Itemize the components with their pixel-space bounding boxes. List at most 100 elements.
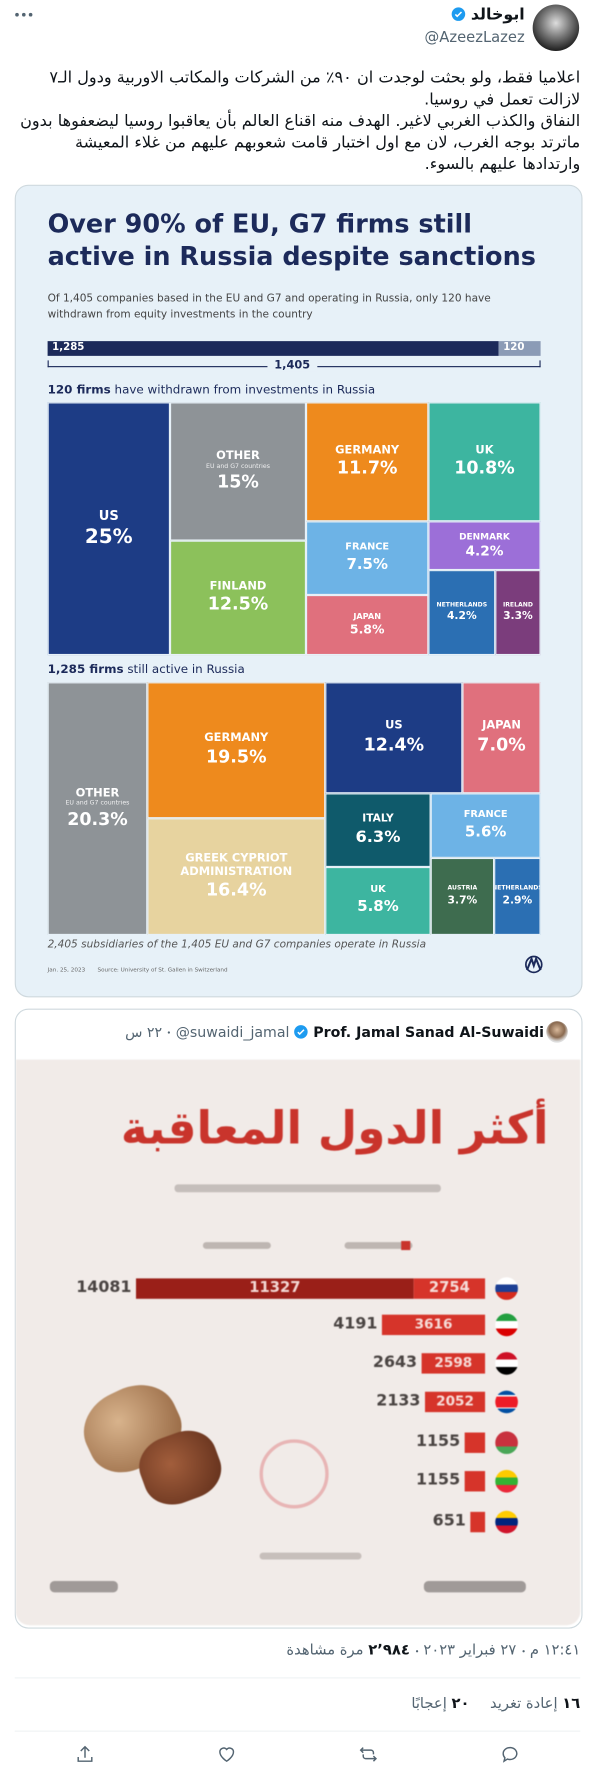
flag [495, 1277, 518, 1300]
likes-label: إعجابًا [411, 1695, 447, 1713]
retweets-count: ١٦ [562, 1695, 581, 1713]
bar-total-label: 1,405 [267, 359, 317, 372]
treemap-cell: OTHER EU and G7 countries 20.3% [47, 682, 148, 935]
flag [495, 1510, 518, 1534]
verified-badge [294, 1025, 309, 1039]
treemap-cell: UK 5.8% [325, 866, 431, 935]
cell-label: NETHERLANDS [436, 601, 488, 609]
cell-value: 7.0% [477, 734, 526, 755]
cell-label: US [385, 720, 403, 733]
heading-bold: 1,285 firms [47, 662, 124, 677]
bar-active-label: 1,285 [52, 342, 85, 354]
segment-label: 11327 [249, 1279, 301, 1297]
tweet-paragraph: اعلاميا فقط، ولو بحثت لوجدت ان ٩٠٪ من ال… [49, 69, 581, 109]
time[interactable]: ١٢:٤١ م [529, 1642, 581, 1660]
quoted-age: ٢٢ س [125, 1023, 163, 1041]
cell-label: FRANCE [463, 809, 508, 821]
cell-value: 5.8% [357, 899, 399, 917]
cell-value: 5.6% [464, 823, 507, 841]
segment-label: 3616 [414, 1315, 453, 1332]
logo-left [49, 1580, 118, 1593]
cell-label: JAPAN [482, 720, 521, 733]
agency-logo [525, 955, 543, 974]
treemap-cell: NETHERLANDS 4.2% [428, 570, 496, 656]
flag [495, 1352, 518, 1375]
treemap-cell: US 25% [47, 402, 170, 656]
cell-value: 3.7% [447, 893, 478, 907]
treemap-cell: JAPAN 7.0% [462, 682, 541, 794]
author-handle[interactable]: @AzeezLazez [424, 29, 525, 47]
quoted-header: ٢٢ س @suwaidi_jamal Prof. Jamal Sanad Al… [125, 1023, 544, 1040]
row-total: 1155 [415, 1471, 461, 1490]
divider [14, 1730, 581, 1732]
date: Jan. 25, 2023 [47, 966, 86, 974]
treemap-cell: FRANCE 5.6% [430, 793, 541, 858]
cell-label: JAPAN [353, 610, 382, 622]
cell-value: 4.2% [446, 609, 477, 623]
flag [495, 1431, 518, 1455]
reply-button[interactable] [500, 1744, 520, 1764]
verified-badge [451, 7, 465, 21]
avatar[interactable] [532, 4, 580, 51]
treemap-cell: GREEK CYPRIOT ADMINISTRATION 16.4% [147, 818, 326, 935]
logo-right [423, 1580, 526, 1593]
flag [495, 1313, 518, 1337]
bar-segment [464, 1471, 486, 1492]
treemap-cell: DENMARK 4.2% [428, 521, 541, 571]
stats: ١٦ إعادة تغريد ٢٠ إعجابًا [411, 1695, 580, 1712]
cell-value: 6.3% [355, 828, 401, 847]
author-name-row: ابوخالد [451, 6, 525, 24]
cell-value: 2.9% [502, 893, 533, 907]
like-button[interactable] [216, 1744, 236, 1764]
cell-value: 7.5% [346, 556, 388, 574]
treemap-cell: JAPAN 5.8% [305, 594, 429, 656]
cell-label: AUSTRIA [447, 885, 478, 893]
separator-dot [415, 1649, 418, 1652]
row-total: 14081 [76, 1278, 132, 1297]
tweet-text: اعلاميا فقط، ولو بحثت لوجدت ان ٩٠٪ من ال… [16, 68, 580, 176]
cell-label: UK [475, 444, 494, 457]
cell-value: 12.4% [363, 734, 425, 755]
legend-swatch [401, 1240, 411, 1251]
cell-label: GERMANY [204, 732, 269, 746]
row-total: 2133 [376, 1391, 421, 1410]
infographic-title: Over 90% of EU, G7 firms still active in… [47, 209, 536, 272]
source: Source: University of St. Gallen in Swit… [97, 966, 228, 974]
cell-value: 5.8% [349, 622, 385, 638]
timestamp: ١٢:٤١ م ٢٧ فبراير ٢٠٢٣ ٢٬٩٨٤ مرة مشاهدة [286, 1642, 580, 1659]
cell-value: 25% [84, 525, 133, 549]
treemap-cell: GERMANY 19.5% [147, 682, 326, 819]
cell-value: 20.3% [67, 808, 128, 830]
cell-label: FINLAND [209, 580, 267, 593]
quoted-tweet[interactable] [14, 1008, 583, 1629]
treemap-cell: ITALY 6.3% [325, 793, 431, 867]
divider [14, 1677, 581, 1679]
cell-label: OTHER [75, 787, 120, 800]
infographic-subtitle: Of 1,405 companies based in the EU and G… [47, 292, 491, 321]
more-button[interactable] [14, 5, 34, 30]
cell-value: 16.4% [206, 879, 267, 901]
retweet-button[interactable] [358, 1744, 378, 1764]
bar-withdrawn [498, 341, 541, 356]
cell-label: GERMANY [335, 444, 400, 457]
flag [495, 1469, 518, 1493]
image-title: أكثر الدول المعاقبة [120, 1102, 549, 1155]
cell-value: 19.5% [206, 746, 267, 768]
likes[interactable]: ٢٠ إعجابًا [411, 1695, 469, 1712]
author-name[interactable]: ابوخالد [470, 5, 525, 24]
cell-label: FRANCE [345, 541, 390, 554]
share-button[interactable] [75, 1744, 95, 1764]
quoted-avatar [546, 1021, 568, 1043]
cell-label: US [98, 507, 119, 524]
cell-label: ITALY [362, 812, 394, 825]
retweets-label: إعادة تغريد [490, 1695, 558, 1713]
cell-value: 10.8% [454, 458, 515, 479]
cell-label: UK [370, 884, 386, 896]
date[interactable]: ٢٧ فبراير ٢٠٢٣ [423, 1642, 517, 1660]
retweets[interactable]: ١٦ إعادة تغريد [490, 1695, 580, 1712]
separator-dot [167, 1030, 171, 1034]
cell-label: IRELAND [502, 601, 533, 609]
treemap-cell: IRELAND 3.3% [495, 570, 541, 656]
cell-value: 11.7% [336, 458, 398, 479]
